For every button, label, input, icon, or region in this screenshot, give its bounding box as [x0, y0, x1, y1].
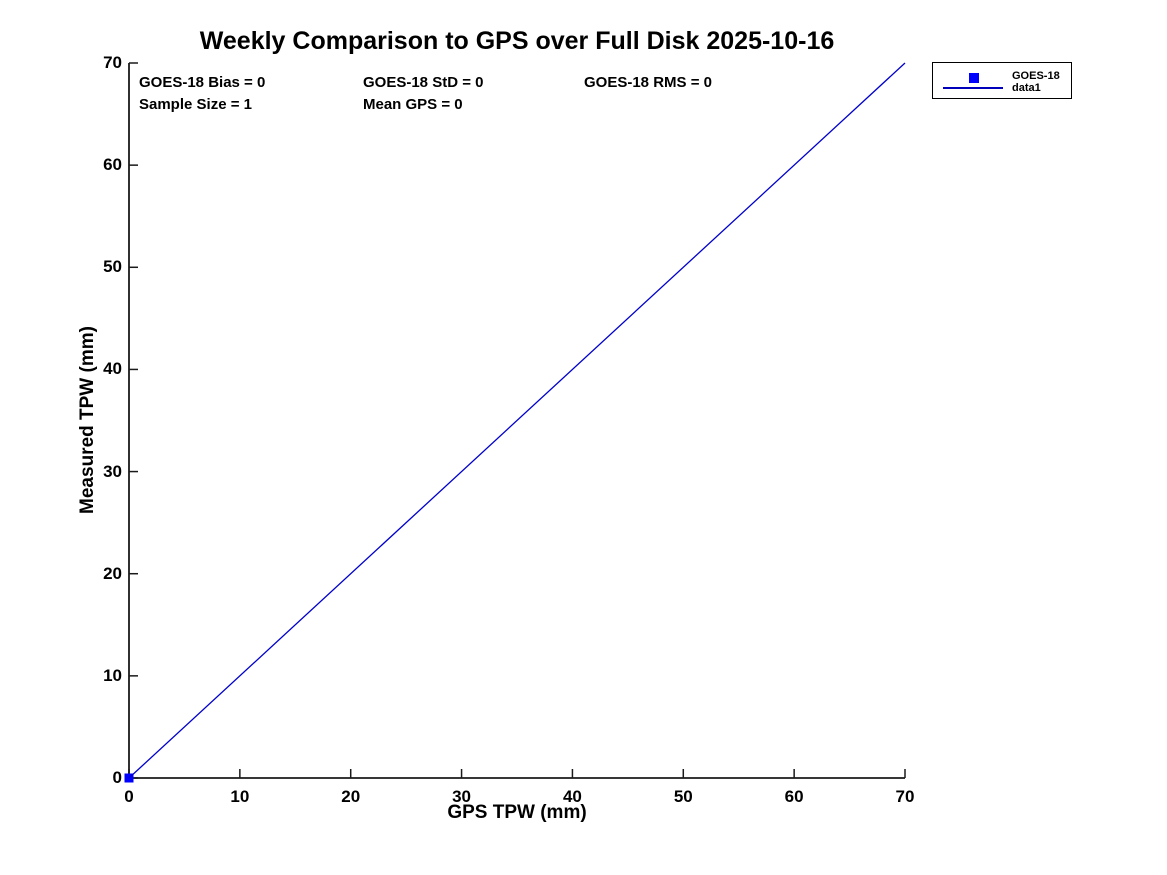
plot-area [124, 62, 906, 783]
legend-square-marker-swatch [969, 73, 979, 83]
x-axis-label: GPS TPW (mm) [447, 802, 587, 823]
stat-rms: GOES-18 RMS = 0 [584, 74, 712, 91]
y-axis-label: Measured TPW (mm) [77, 326, 98, 514]
x-tick-label: 50 [673, 787, 693, 806]
x-tick-label: 40 [562, 787, 582, 806]
stat-bias: GOES-18 Bias = 0 [139, 74, 266, 91]
identity-line [128, 62, 906, 779]
x-tick-label: 0 [124, 787, 134, 806]
y-tick-label: 0 [112, 768, 122, 787]
stat-std: GOES-18 StD = 0 [363, 74, 484, 91]
stat-sample-size: Sample Size = 1 [139, 96, 252, 113]
stat-mean-gps: Mean GPS = 0 [363, 96, 463, 113]
legend-line-swatch [943, 87, 1003, 89]
y-tick-label: 40 [103, 359, 122, 379]
x-tick-label: 20 [341, 787, 361, 806]
legend-label-goes18: GOES-18 [1012, 70, 1060, 82]
legend-label-data1: data1 [1012, 82, 1041, 94]
y-tick-label: 50 [103, 257, 122, 277]
y-tick-label: 70 [103, 53, 122, 72]
y-tick-label: 60 [103, 155, 122, 175]
legend: GOES-18 data1 [932, 62, 1072, 99]
x-tick-label: 70 [895, 787, 915, 806]
x-tick-label: 30 [452, 787, 472, 806]
x-tick-label: 60 [784, 787, 804, 806]
y-tick-label: 20 [103, 563, 122, 583]
x-tick-label: 10 [230, 787, 250, 806]
y-tick-label: 10 [103, 665, 122, 685]
y-tick-label: 30 [103, 461, 122, 481]
plot-svg [124, 62, 906, 783]
chart-title: Weekly Comparison to GPS over Full Disk … [199, 27, 835, 55]
